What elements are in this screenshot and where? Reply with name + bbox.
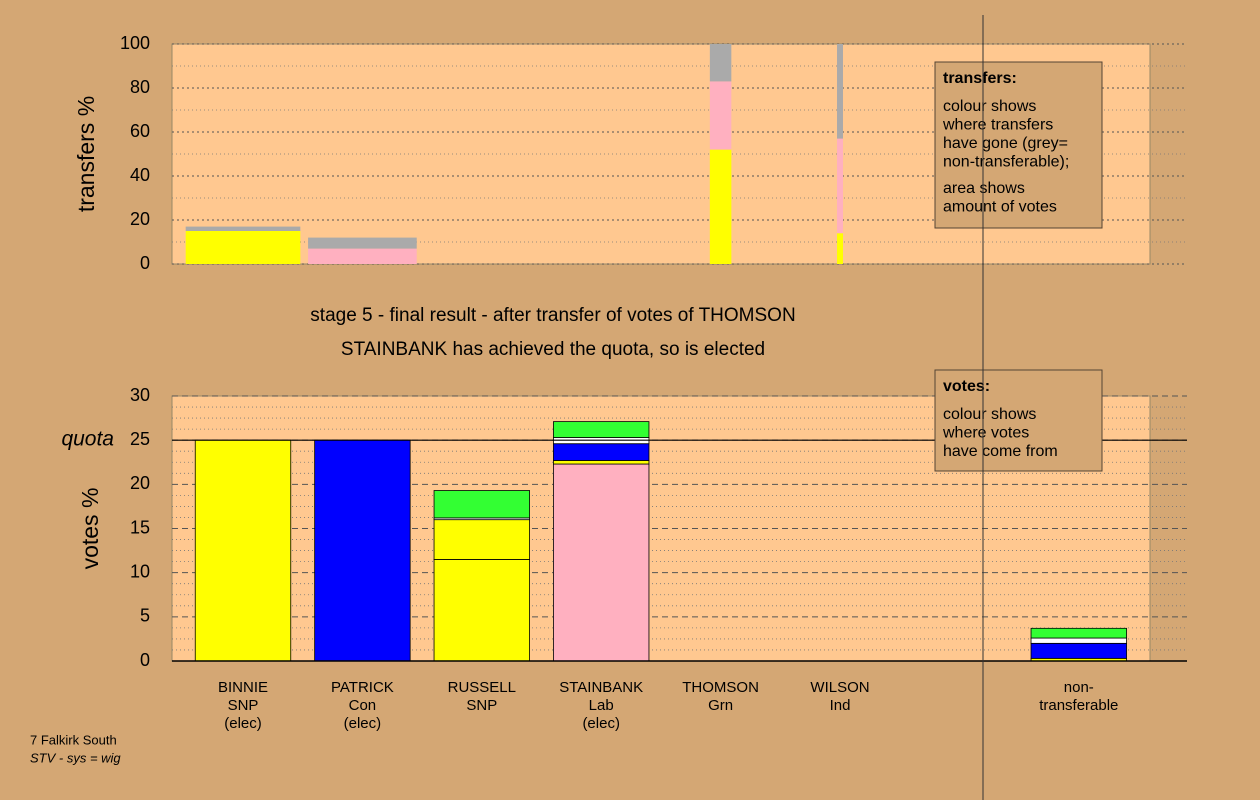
x-tick-label: (elec): [224, 715, 262, 732]
y-tick-label: 0: [140, 650, 150, 670]
y-tick-label: 100: [120, 33, 150, 53]
bar-segment: [433, 490, 530, 519]
y-tick-label: 80: [130, 77, 150, 97]
legend-text: where votes: [942, 425, 1029, 442]
legend-text: amount of votes: [943, 199, 1057, 216]
footer: 7 Falkirk South: [30, 732, 117, 747]
x-tick-label: STAINBANK: [559, 679, 643, 696]
bar-segment: [1030, 627, 1127, 639]
legend-heading: transfers:: [943, 70, 1017, 87]
y-tick-label: 15: [130, 517, 150, 537]
y-tick-label: 40: [130, 165, 150, 185]
bar-segment: [314, 439, 411, 662]
bar-segment: [553, 463, 650, 662]
chart-subtitle: STAINBANK has achieved the quota, so is …: [341, 339, 765, 360]
y-tick-label: 0: [140, 253, 150, 273]
bar-segment: [553, 443, 650, 461]
legend-text: colour shows: [943, 98, 1036, 115]
x-tick-label: non-: [1064, 679, 1094, 696]
legend-text: have gone (grey=: [943, 135, 1068, 152]
bar-segment: [709, 149, 732, 264]
bar-segment: [837, 138, 843, 234]
bar-segment: [553, 460, 650, 465]
legend-heading: votes:: [943, 378, 990, 395]
x-tick-label: Lab: [589, 697, 614, 714]
bar-segment: [433, 559, 530, 662]
bar-segment: [185, 226, 301, 231]
x-tick-label: Grn: [708, 697, 733, 714]
bar-segment: [709, 44, 732, 82]
x-tick-label: BINNIE: [218, 679, 268, 696]
x-tick-label: RUSSELL: [448, 679, 516, 696]
x-tick-label: Ind: [830, 697, 851, 714]
y-tick-label: 20: [130, 209, 150, 229]
bar-segment: [1030, 642, 1127, 659]
y-tick-label: 5: [140, 606, 150, 626]
legend-text: area shows: [943, 180, 1025, 197]
legend-text: non-transferable);: [943, 154, 1069, 171]
x-tick-label: WILSON: [810, 679, 869, 696]
x-tick-label: (elec): [582, 715, 620, 732]
bar-segment: [185, 231, 301, 264]
bar-segment: [837, 233, 843, 264]
legend-text: have come from: [943, 443, 1058, 460]
footer: STV - sys = wig: [30, 750, 121, 765]
x-tick-label: SNP: [466, 697, 497, 714]
y-axis-label: votes %: [77, 488, 103, 570]
y-tick-label: 20: [130, 473, 150, 493]
bar-segment: [433, 519, 530, 560]
y-tick-label: 10: [130, 561, 150, 581]
bar-segment: [709, 81, 732, 150]
bar-segment: [837, 44, 843, 139]
legend-box: [934, 369, 1103, 472]
y-tick-label: 60: [130, 121, 150, 141]
bar-segment: [308, 248, 417, 264]
bar-segment: [1030, 637, 1127, 644]
y-tick-label: 25: [130, 429, 150, 449]
legend-box: [934, 61, 1103, 229]
bar-segment: [308, 237, 417, 249]
x-tick-label: Con: [349, 697, 377, 714]
x-tick-label: (elec): [344, 715, 382, 732]
legend-text: where transfers: [942, 117, 1053, 134]
bar-segment: [553, 421, 650, 438]
quota-label: quota: [61, 428, 114, 451]
y-axis-label: transfers %: [73, 96, 99, 212]
chart-title: stage 5 - final result - after transfer …: [310, 305, 795, 326]
x-tick-label: SNP: [228, 697, 259, 714]
legend-text: colour shows: [943, 406, 1036, 423]
bar-segment: [194, 439, 292, 662]
x-tick-label: transferable: [1039, 697, 1118, 714]
y-tick-label: 30: [130, 385, 150, 405]
x-tick-label: THOMSON: [682, 679, 759, 696]
x-tick-label: PATRICK: [331, 679, 394, 696]
